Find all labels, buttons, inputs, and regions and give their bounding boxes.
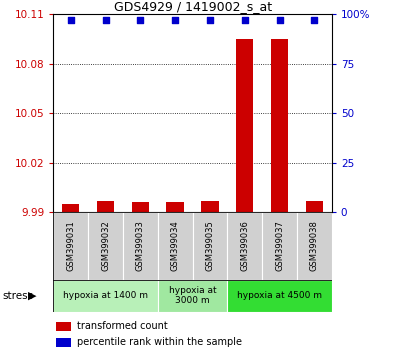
Bar (236, 39, 254, 212)
Text: hypoxia at 4500 m: hypoxia at 4500 m (237, 291, 322, 300)
Bar (228, 212, 262, 280)
Bar (56, 338, 71, 347)
Bar (62, 204, 79, 212)
Bar (53, 280, 158, 312)
Bar (158, 212, 193, 280)
Text: GSM399033: GSM399033 (136, 221, 145, 272)
Text: hypoxia at
3000 m: hypoxia at 3000 m (169, 286, 216, 305)
Text: GSM399032: GSM399032 (101, 221, 110, 272)
Text: percentile rank within the sample: percentile rank within the sample (77, 337, 242, 347)
Bar (271, 39, 288, 212)
Bar (132, 202, 149, 212)
Point (242, 17, 248, 23)
Point (311, 17, 318, 23)
Text: hypoxia at 1400 m: hypoxia at 1400 m (63, 291, 148, 300)
Point (68, 17, 74, 23)
Point (137, 17, 143, 23)
Point (102, 17, 109, 23)
Text: GSM399034: GSM399034 (171, 221, 180, 272)
Bar (158, 280, 228, 312)
Point (172, 17, 178, 23)
Text: transformed count: transformed count (77, 321, 168, 331)
Text: GSM399031: GSM399031 (66, 221, 75, 272)
Bar (306, 201, 323, 212)
Point (207, 17, 213, 23)
Bar (123, 212, 158, 280)
Text: ▶: ▶ (28, 291, 37, 301)
Bar (166, 202, 184, 212)
Text: stress: stress (2, 291, 33, 301)
Text: GSM399036: GSM399036 (240, 221, 249, 272)
Point (276, 17, 283, 23)
Bar (262, 212, 297, 280)
Bar (53, 212, 88, 280)
Bar (56, 322, 71, 331)
Bar (193, 212, 228, 280)
Text: GSM399038: GSM399038 (310, 221, 319, 272)
Title: GDS4929 / 1419002_s_at: GDS4929 / 1419002_s_at (113, 0, 272, 13)
Text: GSM399037: GSM399037 (275, 221, 284, 272)
Bar (201, 201, 219, 212)
Bar (97, 201, 114, 212)
Text: GSM399035: GSM399035 (205, 221, 214, 272)
Bar (297, 212, 332, 280)
Bar (88, 212, 123, 280)
Bar (228, 280, 332, 312)
